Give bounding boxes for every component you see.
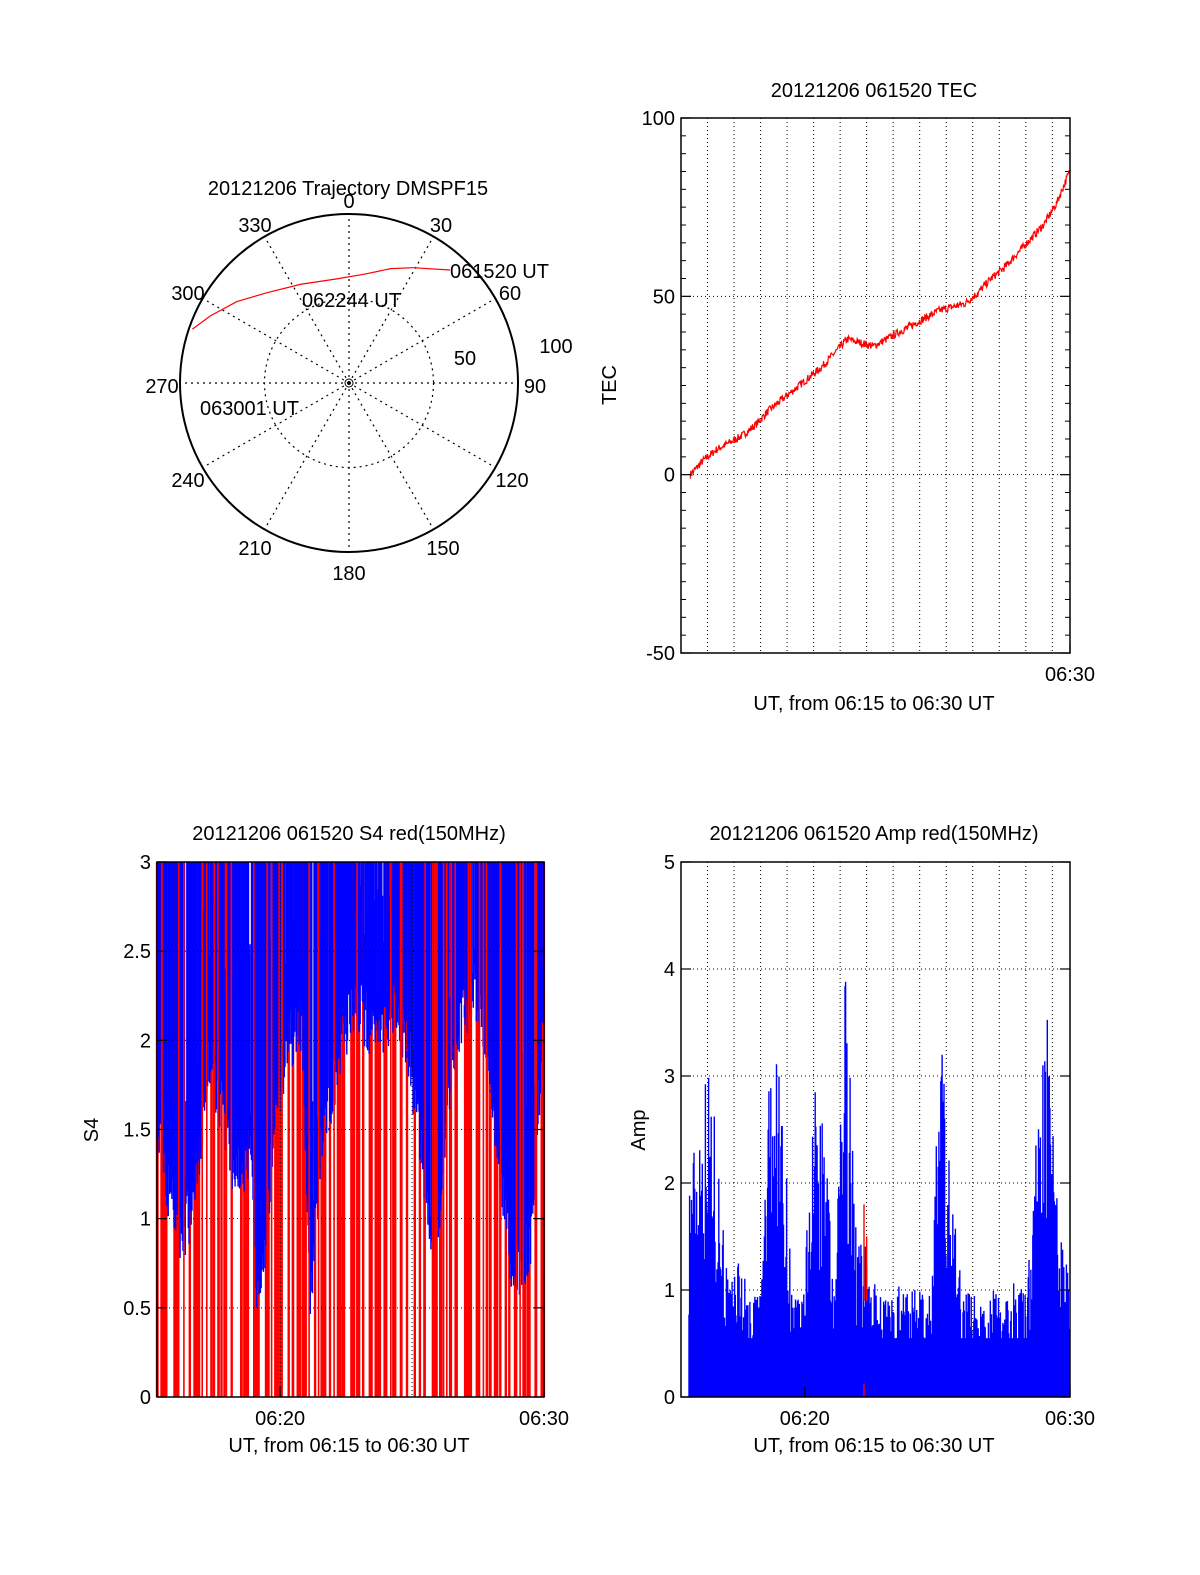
polar-azimuth-label-150: 150 [426,538,459,560]
polar-spoke [348,382,435,530]
tec-series-line [689,170,1071,479]
polar-azimuth-label-330: 330 [238,215,271,237]
y-tick-label: 100 [642,108,675,130]
y-tick-label: 5 [664,852,675,874]
trajectory-time-label: 063001 UT [200,398,299,420]
polar-azimuth-label-270: 270 [145,376,178,398]
polar-annotations: 061520 UT 062244 UT 063001 UT [200,261,549,420]
amp-plot-area: 0 1 2 3 4 5 06:20 06:30 [664,852,1095,1430]
y-tick-label: 2 [140,1030,151,1052]
polar-spoke [263,236,350,384]
polar-azimuth-label-0: 0 [343,191,354,213]
tec-ylabel: TEC [599,365,621,405]
polar-trajectory-chart: 20121206 Trajectory DMSPF15 0 30 60 90 120 15… [145,178,572,585]
y-tick-label: 1 [664,1280,675,1302]
polar-azimuth-label-210: 210 [238,538,271,560]
polar-azimuth-label-30: 30 [430,215,452,237]
x-tick-label: 06:30 [519,1408,569,1430]
tec-chart: 20121206 061520 TEC TEC UT, from 06:15 t… [599,80,1095,715]
polar-spoke [202,382,350,469]
plot-frame [680,861,1071,1398]
polar-spoke [348,236,435,384]
polar-azimuth-label-60: 60 [499,283,521,305]
y-tick-label: 3 [140,852,151,874]
amp-blue-base [688,1338,1070,1397]
y-tick-label: 1.5 [123,1120,151,1142]
x-tick-label: 06:30 [1045,664,1095,686]
polar-title: 20121206 Trajectory DMSPF15 [208,178,488,200]
amp-blue-series [688,981,1071,1397]
s4-xlabel: UT, from 06:15 to 06:30 UT [228,1435,469,1457]
y-tick-label: 4 [664,959,675,981]
polar-azimuth-label-240: 240 [171,470,204,492]
polar-series [192,267,451,330]
tec-plot-area: -50 0 50 100 06:30 [642,108,1095,686]
amp-ylabel: Amp [628,1109,650,1150]
y-tick-label: 0 [664,1387,675,1409]
s4-plot-area: 0 0.5 1 1.5 2 2.5 3 06:20 06:30 [123,852,569,1430]
trajectory-time-label: 062244 UT [302,290,401,312]
polar-radius-label: 100 [539,336,572,358]
s4-title: 20121206 061520 S4 red(150MHz) [192,823,506,845]
x-tick-label: 06:20 [255,1408,305,1430]
polar-spoke [202,297,350,384]
y-tick-label: -50 [646,643,675,665]
s4-chart: 20121206 061520 S4 red(150MHz) S4 UT, fr… [81,823,569,1457]
x-tick-label: 06:30 [1045,1408,1095,1430]
polar-labels: 0 30 60 90 120 150 180 210 240 270 300 330 50 100 [145,191,572,585]
polar-azimuth-label-120: 120 [495,470,528,492]
amp-title: 20121206 061520 Amp red(150MHz) [709,823,1038,845]
tec-title: 20121206 061520 TEC [771,80,977,102]
y-tick-label: 0 [140,1387,151,1409]
polar-center [344,378,354,388]
plot-frame [680,117,1071,654]
amp-xlabel: UT, from 06:15 to 06:30 UT [753,1435,994,1457]
trajectory-line [192,267,413,330]
y-tick-label: 2.5 [123,941,151,963]
polar-spoke [348,297,496,384]
s4-ylabel: S4 [81,1118,103,1142]
x-tick-label: 06:20 [780,1408,830,1430]
amp-chart: 20121206 061520 Amp red(150MHz) Amp UT, … [628,823,1095,1457]
tec-xlabel: UT, from 06:15 to 06:30 UT [753,693,994,715]
polar-azimuth-label-90: 90 [524,376,546,398]
polar-spoke [263,382,350,530]
y-tick-label: 0 [664,465,675,487]
y-tick-label: 0.5 [123,1298,151,1320]
polar-grid [179,213,519,553]
trajectory-leader [412,267,451,271]
polar-radius-label: 50 [454,348,476,370]
polar-azimuth-label-180: 180 [332,563,365,585]
polar-azimuth-label-300: 300 [171,283,204,305]
y-tick-label: 50 [653,286,675,308]
y-tick-label: 2 [664,1173,675,1195]
polar-spoke [348,382,496,469]
trajectory-time-label: 061520 UT [450,261,549,283]
y-tick-label: 1 [140,1209,151,1231]
y-tick-label: 3 [664,1066,675,1088]
